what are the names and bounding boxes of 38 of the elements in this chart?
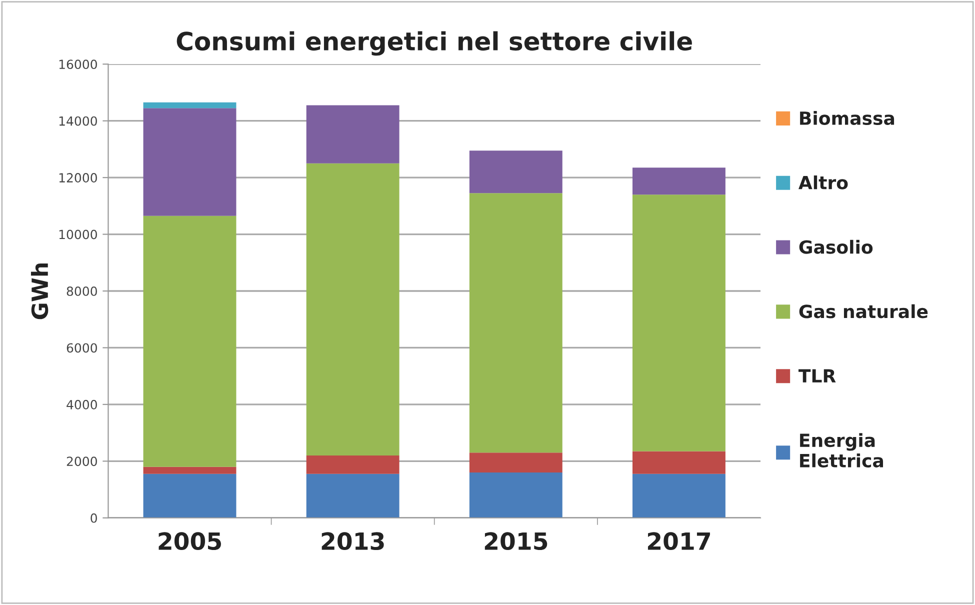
y-tick-label: 8000 bbox=[66, 286, 97, 296]
bar bbox=[632, 474, 726, 518]
y-tick-label: 16000 bbox=[59, 60, 97, 70]
x-tick-label: 2005 bbox=[158, 532, 221, 550]
bar bbox=[143, 474, 236, 518]
legend-label: Gasolio bbox=[799, 240, 873, 254]
x-tick-label: 2013 bbox=[322, 532, 384, 550]
y-tick-label: 4000 bbox=[66, 400, 97, 410]
bar bbox=[632, 168, 726, 195]
bar bbox=[143, 108, 236, 216]
bar bbox=[143, 216, 236, 467]
bar bbox=[306, 474, 400, 518]
bar bbox=[469, 472, 562, 518]
y-tick-label: 2000 bbox=[66, 456, 97, 466]
y-tick-label: 14000 bbox=[59, 116, 97, 126]
bar bbox=[469, 452, 562, 473]
bar bbox=[306, 163, 400, 456]
bar bbox=[632, 451, 726, 474]
x-tick-label: 2017 bbox=[648, 532, 710, 550]
bar bbox=[469, 193, 562, 453]
x-tick-label: 2015 bbox=[484, 532, 548, 550]
bar bbox=[632, 194, 726, 452]
legend-label: Biomassa bbox=[800, 111, 894, 126]
legend-label: Energia Elettrica bbox=[800, 433, 884, 468]
bar bbox=[143, 466, 236, 474]
legend-label: TLR bbox=[798, 369, 836, 382]
bar bbox=[143, 102, 236, 108]
bar bbox=[306, 455, 400, 474]
y-tick-label: 10000 bbox=[59, 230, 97, 240]
bar bbox=[469, 150, 562, 194]
y-tick-label: 6000 bbox=[66, 343, 97, 353]
legend-label: Altro bbox=[798, 175, 848, 190]
bar bbox=[306, 105, 400, 164]
y-tick-label: 0 bbox=[90, 513, 97, 523]
y-tick-label: 12000 bbox=[59, 173, 97, 182]
chart-title: Consumi energetici nel settore civile bbox=[176, 31, 692, 56]
y-axis-title: GWh bbox=[30, 263, 48, 320]
legend-label: Gas naturale bbox=[799, 304, 928, 318]
